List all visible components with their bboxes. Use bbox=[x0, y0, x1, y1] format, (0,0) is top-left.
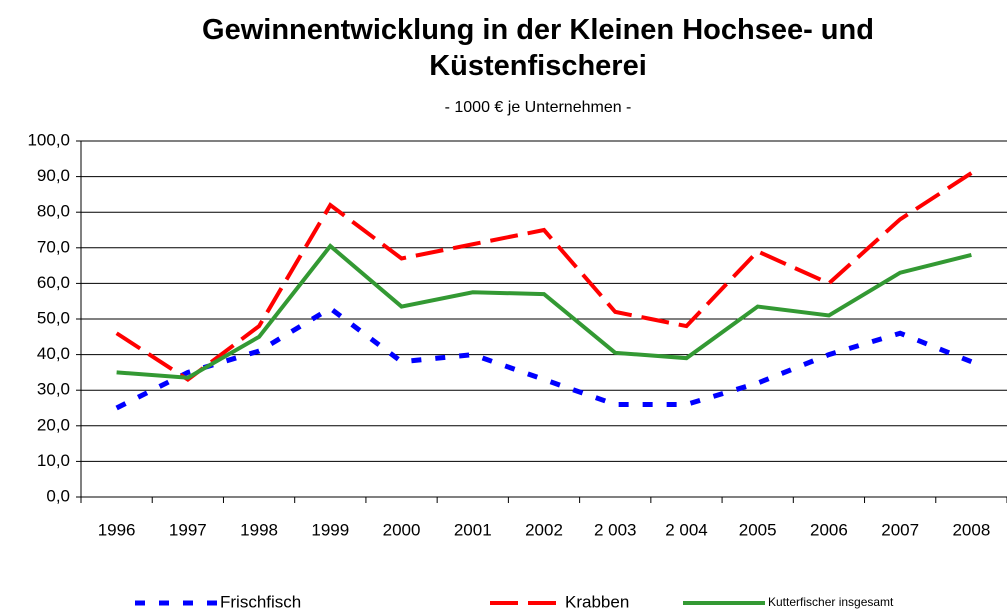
x-tick-label: 1996 bbox=[98, 520, 136, 539]
x-tick-label: 1999 bbox=[311, 520, 349, 539]
chart-subtitle: - 1000 € je Unternehmen - bbox=[445, 99, 632, 116]
chart-title: Gewinnentwicklung in der Kleinen Hochsee… bbox=[202, 14, 874, 82]
y-tick-label: 0,0 bbox=[46, 486, 70, 505]
y-tick-label: 40,0 bbox=[37, 344, 70, 363]
y-tick-label: 10,0 bbox=[37, 451, 70, 470]
x-tick-label: 2005 bbox=[739, 520, 777, 539]
x-tick-label: 1997 bbox=[169, 520, 207, 539]
x-tick-label: 2002 bbox=[525, 520, 563, 539]
y-tick-label: 30,0 bbox=[37, 380, 70, 399]
series-line bbox=[115, 171, 973, 382]
x-tick-label: 2006 bbox=[810, 520, 848, 539]
x-tick-label: 2001 bbox=[454, 520, 492, 539]
x-tick-label: 2008 bbox=[952, 520, 990, 539]
legend-label: Krabben bbox=[565, 592, 629, 611]
series-line bbox=[116, 243, 972, 380]
y-tick-label: 100,0 bbox=[27, 130, 70, 149]
y-tick-label: 90,0 bbox=[37, 166, 70, 185]
x-tick-label: 2000 bbox=[383, 520, 421, 539]
legend-label: Kutterfischer insgesamt bbox=[768, 595, 894, 609]
y-tick-label: 50,0 bbox=[37, 308, 70, 327]
y-tick-label: 70,0 bbox=[37, 237, 70, 256]
x-tick-label: 1998 bbox=[240, 520, 278, 539]
y-tick-label: 80,0 bbox=[37, 202, 70, 221]
y-tick-label: 20,0 bbox=[37, 415, 70, 434]
x-tick-label: 2 004 bbox=[665, 520, 708, 539]
y-tick-label: 60,0 bbox=[37, 273, 70, 292]
series-line bbox=[115, 305, 973, 411]
x-tick-label: 2 003 bbox=[594, 520, 637, 539]
x-tick-label: 2007 bbox=[881, 520, 919, 539]
legend-label: Frischfisch bbox=[220, 592, 301, 611]
